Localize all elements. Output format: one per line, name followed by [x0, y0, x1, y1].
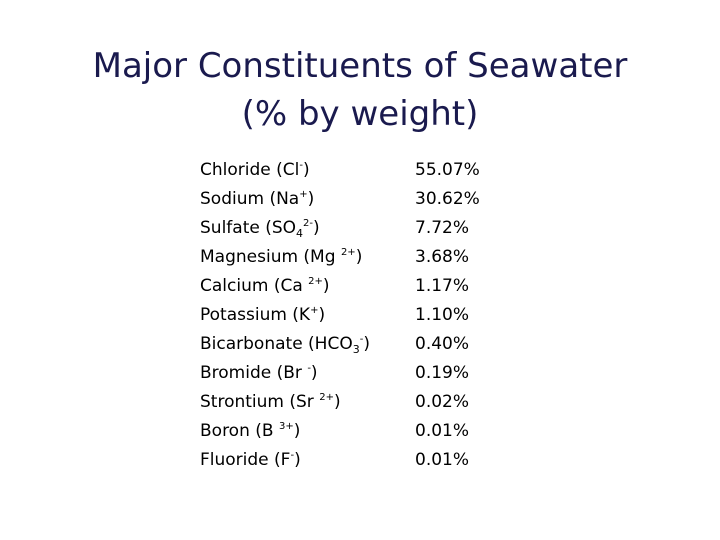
percentage: 7.72% — [415, 218, 470, 238]
constituent-name: Magnesium (Mg 2+) — [200, 243, 362, 272]
row: Potassium (K+) 1.10% — [200, 301, 520, 330]
row: Bicarbonate (HCO3-) 0.40% — [200, 330, 520, 359]
superscript: - — [359, 334, 364, 345]
percentage: 1.10% — [415, 305, 470, 325]
superscript: - — [307, 363, 311, 374]
superscript: 3+ — [278, 421, 294, 432]
constituent-name: Bromide (Br -) — [200, 359, 318, 388]
row: Bromide (Br -) 0.19% — [200, 359, 520, 388]
superscript: + — [310, 305, 319, 316]
row: Strontium (Sr 2+) 0.02% — [200, 388, 520, 417]
percentage: 0.19% — [415, 363, 470, 383]
name-text: ) — [355, 247, 363, 267]
name-text: Bicarbonate (HCO — [200, 334, 353, 354]
name-text: ) — [310, 363, 318, 383]
name-text: ) — [307, 189, 315, 209]
name-text: ) — [333, 392, 341, 412]
name-text: Strontium (Sr — [200, 392, 320, 412]
percentage: 55.07% — [415, 160, 480, 180]
constituent-name: Sodium (Na+) — [200, 185, 314, 214]
title: Major Constituents of Seawater — [92, 46, 628, 86]
name-text: Bromide (Br — [200, 363, 308, 383]
name-text: ) — [363, 334, 370, 354]
name-text: ) — [322, 276, 330, 296]
name-text: Fluoride (F — [200, 450, 291, 470]
row: Fluoride (F-) 0.01% — [200, 446, 520, 475]
superscript: 2+ — [340, 247, 356, 258]
row: Chloride (Cl-) 55.07% — [200, 156, 520, 185]
percentage: 0.01% — [415, 421, 470, 441]
superscript: 2- — [303, 218, 314, 229]
row: Magnesium (Mg 2+) 3.68% — [200, 243, 520, 272]
percentage: 0.40% — [415, 334, 470, 354]
superscript: - — [299, 160, 303, 171]
name-text: Sodium (Na — [200, 189, 300, 209]
constituent-name: Sulfate (SO42-) — [200, 214, 320, 243]
name-text: ) — [294, 450, 301, 470]
constituent-name: Strontium (Sr 2+) — [200, 388, 341, 417]
name-text: Boron (B — [200, 421, 279, 441]
constituent-name: Calcium (Ca 2+) — [200, 272, 330, 301]
superscript: 2+ — [319, 392, 334, 403]
subscript: 3 — [352, 343, 360, 356]
constituent-list: Chloride (Cl-) 55.07% Sodium (Na+) 30.62% Su… — [200, 156, 520, 475]
subscript: 4 — [296, 227, 304, 240]
name-text: Sulfate (SO — [200, 218, 297, 238]
percentage: 1.17% — [415, 276, 470, 296]
name-text: Potassium (K — [200, 305, 311, 325]
name-text: Calcium (Ca — [200, 276, 309, 296]
constituent-name: Chloride (Cl-) — [200, 156, 310, 185]
superscript: + — [299, 189, 308, 200]
name-text: ) — [313, 218, 320, 238]
subtitle: (% by weight) — [241, 94, 479, 134]
superscript: - — [290, 450, 295, 461]
constituent-name: Boron (B 3+) — [200, 417, 300, 446]
percentage: 3.68% — [415, 247, 470, 267]
row: Boron (B 3+) 0.01% — [200, 417, 520, 446]
percentage: 0.01% — [415, 450, 470, 470]
row: Sodium (Na+) 30.62% — [200, 185, 520, 214]
row: Sulfate (SO42-) 7.72% — [200, 214, 520, 243]
percentage: 0.02% — [415, 392, 470, 412]
name-text: Chloride (Cl — [200, 160, 300, 180]
percentage: 30.62% — [415, 189, 480, 209]
name-text: Magnesium (Mg — [200, 247, 341, 267]
name-text: ) — [302, 160, 310, 180]
constituent-name: Bicarbonate (HCO3-) — [200, 330, 370, 359]
constituent-name: Potassium (K+) — [200, 301, 325, 330]
constituent-name: Fluoride (F-) — [200, 446, 301, 475]
name-text: ) — [318, 305, 326, 325]
superscript: 2+ — [308, 276, 323, 287]
row: Calcium (Ca 2+) 1.17% — [200, 272, 520, 301]
name-text: ) — [293, 421, 301, 441]
